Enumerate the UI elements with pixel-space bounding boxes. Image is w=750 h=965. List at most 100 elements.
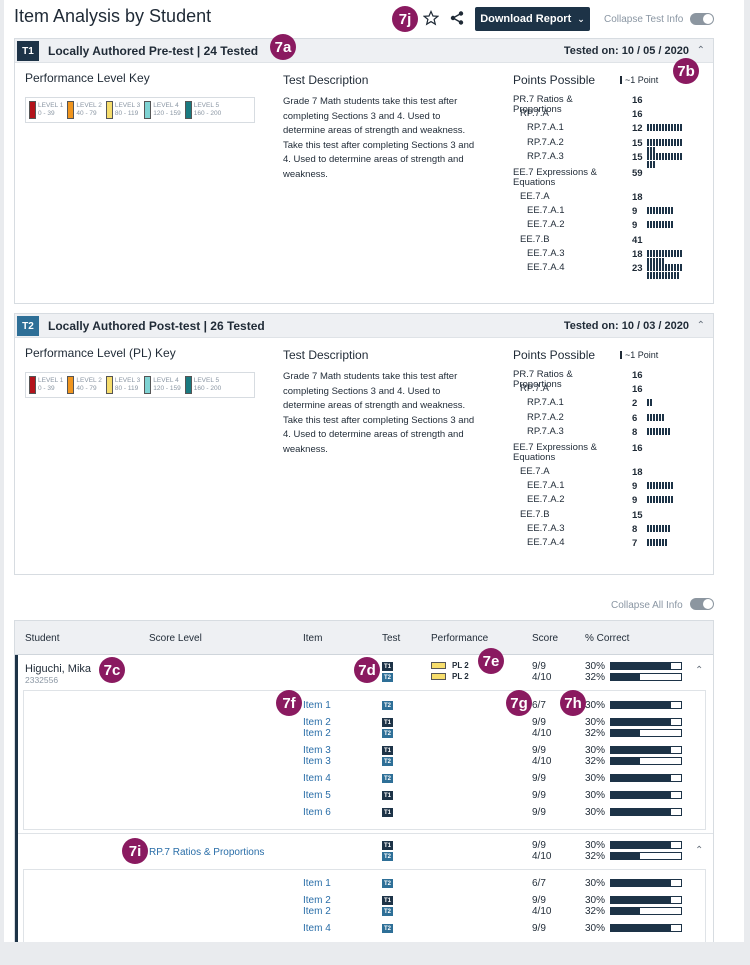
col-item[interactable]: Item <box>303 633 323 644</box>
chevron-up-icon[interactable]: ⌃ <box>695 845 704 856</box>
point-tick <box>668 496 670 504</box>
pct-correct-value: 30% <box>585 790 606 801</box>
level-key-item: LEVEL 5 160 - 200 <box>184 101 221 119</box>
level-key-text: LEVEL 2 40 - 79 <box>76 102 101 118</box>
point-tick <box>650 221 652 229</box>
level-swatch <box>105 101 113 119</box>
item-link[interactable]: Item 3 <box>303 745 331 756</box>
item-link[interactable]: Item 2 <box>303 906 331 917</box>
level-swatch <box>67 376 75 394</box>
student-name[interactable]: Higuchi, Mika <box>25 663 92 675</box>
table-header: Student Score Level Item Test Performanc… <box>15 621 713 655</box>
chevron-up-icon[interactable]: ⌃ <box>696 45 705 56</box>
chevron-up-icon[interactable]: ⌃ <box>695 665 704 676</box>
callout-7b: 7b <box>673 58 699 84</box>
standard-points: 15 <box>632 151 643 163</box>
point-tick <box>647 257 649 265</box>
point-tick <box>653 124 655 132</box>
collapse-all-info-toggle[interactable] <box>690 598 714 610</box>
score-value: 9/9 <box>532 773 546 784</box>
standard-group-link[interactable]: RP.7 Ratios & Proportions <box>149 847 265 858</box>
standard-label: RP.7.A <box>520 383 549 395</box>
standard-label: EE.7.A <box>520 466 550 477</box>
point-tick <box>665 124 667 132</box>
point-tick <box>671 221 673 229</box>
item-link[interactable]: Item 2 <box>303 717 331 728</box>
point-ticks <box>647 427 683 435</box>
item-link[interactable]: Item 4 <box>303 923 331 934</box>
item-link[interactable]: Item 5 <box>303 790 331 801</box>
pct-correct-value: 32% <box>585 851 606 862</box>
item-link[interactable]: Item 2 <box>303 895 331 906</box>
pct-correct-bar <box>610 757 682 765</box>
standard-label: EE.7 Expressions & Equations <box>513 442 597 463</box>
point-tick <box>659 524 661 532</box>
point-tick <box>668 207 670 215</box>
point-tick <box>674 272 676 279</box>
point-tick <box>665 207 667 215</box>
point-tick <box>677 272 679 279</box>
level-range: 80 - 119 <box>114 110 139 117</box>
point-tick <box>671 138 673 146</box>
standard-points: 23 <box>632 263 643 274</box>
standard-label: EE.7 Expressions & Equations <box>513 167 597 188</box>
pct-correct-bar-fill <box>611 880 671 886</box>
point-tick <box>647 272 649 279</box>
standard-label: PR.7 Ratios & Proportions <box>513 369 573 390</box>
pct-correct-bar-fill <box>611 897 671 903</box>
level-name: LEVEL 3 <box>114 102 141 109</box>
test-badge-mini: T2 <box>382 757 393 766</box>
point-tick <box>671 496 673 504</box>
pct-correct-bar-fill <box>611 674 641 680</box>
test-badge-mini: T2 <box>382 774 393 783</box>
col-student[interactable]: Student <box>25 633 60 644</box>
standard-label: EE.7.A.2 <box>527 494 565 506</box>
point-tick <box>656 138 658 146</box>
chevron-down-icon: ⌄ <box>577 13 585 24</box>
col-pct-correct[interactable]: % Correct <box>585 633 630 644</box>
col-score-level[interactable]: Score Level <box>149 633 202 644</box>
pl-swatch <box>431 662 446 669</box>
point-tick <box>647 160 649 168</box>
pct-correct-bar-fill <box>611 842 671 848</box>
item-link[interactable]: Item 1 <box>303 878 331 889</box>
chevron-up-icon[interactable]: ⌃ <box>696 320 705 331</box>
point-tick <box>650 272 652 279</box>
pct-correct-bar <box>610 808 682 816</box>
col-score[interactable]: Score <box>532 633 559 644</box>
pl-swatch <box>431 673 446 680</box>
pct-correct-bar-fill <box>611 702 671 708</box>
col-performance[interactable]: Performance <box>431 633 489 644</box>
point-tick <box>647 399 649 407</box>
item-link[interactable]: Item 4 <box>303 773 331 784</box>
level-key-item: LEVEL 4 120 - 159 <box>144 101 181 119</box>
point-tick <box>656 482 658 490</box>
point-tick <box>665 482 667 490</box>
point-tick <box>665 539 667 546</box>
item-link[interactable]: Item 1 <box>303 700 331 711</box>
standard-points: 16 <box>632 109 643 121</box>
callout-7c: 7c <box>99 657 125 683</box>
star-icon[interactable] <box>423 10 439 26</box>
point-tick <box>656 152 658 160</box>
point-tick <box>653 138 655 146</box>
item-link[interactable]: Item 6 <box>303 807 331 818</box>
score-value: 9/9 <box>532 790 546 801</box>
level-range: 40 - 79 <box>76 110 97 117</box>
point-ticks <box>647 413 683 421</box>
pct-correct-value: 30% <box>585 923 606 934</box>
one-point-label: ~1 Point <box>625 350 659 360</box>
standard-points: 9 <box>632 495 638 507</box>
collapse-test-info-toggle[interactable] <box>690 13 714 25</box>
share-icon[interactable] <box>449 10 465 26</box>
item-link[interactable]: Item 2 <box>303 728 331 739</box>
level-range: 120 - 159 <box>153 110 181 117</box>
point-tick <box>653 496 655 504</box>
download-report-button[interactable]: Download Report ⌄ <box>475 7 590 31</box>
point-tick <box>680 138 682 146</box>
col-test[interactable]: Test <box>382 633 401 644</box>
point-tick <box>653 524 655 532</box>
item-link[interactable]: Item 3 <box>303 756 331 767</box>
pct-correct-value: 30% <box>585 700 606 711</box>
